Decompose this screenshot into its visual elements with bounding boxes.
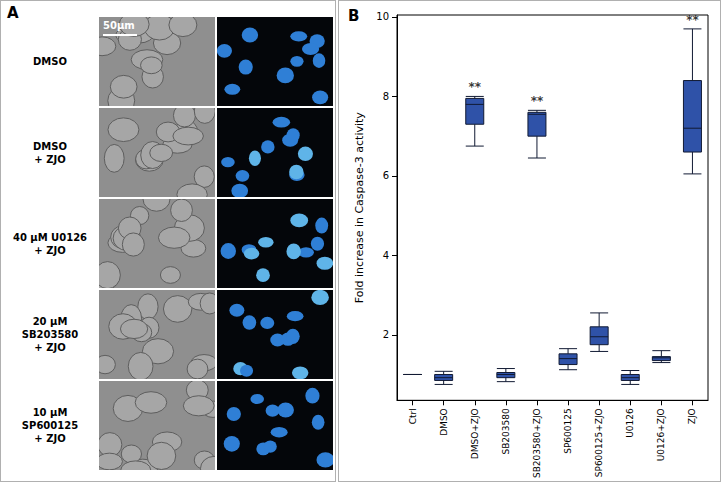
svg-text:B: B [348,7,359,25]
svg-text:DMSO+ZJO: DMSO+ZJO [470,408,480,459]
svg-text:**: ** [686,13,699,27]
svg-text:SP600125+ZJO: SP600125+ZJO [594,408,604,477]
svg-text:8: 8 [383,91,389,102]
html-text:40 μM U0126: 40 μM U0126 [12,231,88,243]
svg-text:**: ** [531,94,544,108]
svg-text:Ctrl: Ctrl [408,408,418,424]
svg-text:2: 2 [383,329,389,340]
svg-text:4: 4 [383,250,389,261]
html-text:+ ZJO: + ZJO [34,342,66,353]
svg-text:SP600125: SP600125 [563,408,573,454]
svg-text:DMSO: DMSO [439,408,449,436]
html-text:+ ZJO: + ZJO [34,433,66,444]
html-text:20 μM SB203580: 20 μM SB203580 [21,316,79,340]
html-text:10 μM SP600125: 10 μM SP600125 [21,407,79,431]
svg-text:SB203580: SB203580 [501,408,511,455]
svg-text:SB203580+ZJO: SB203580+ZJO [532,408,542,478]
svg-text:U0126+ZJO: U0126+ZJO [656,408,666,461]
html-text:A: A [7,4,19,22]
svg-text:U0126: U0126 [625,408,635,438]
html-text:50μm: 50μm [103,20,135,31]
html-text:+ ZJO: + ZJO [34,153,66,165]
html-text:DMSO: DMSO [33,56,67,67]
svg-text:10: 10 [376,11,389,22]
html-text:+ ZJO: + ZJO [34,244,66,256]
svg-text:6: 6 [383,170,389,181]
svg-text:**: ** [468,80,481,94]
svg-text:Fold increase in Caspase-3 act: Fold increase in Caspase-3 activity [353,112,366,303]
html-text:DMSO: DMSO [33,140,67,152]
svg-text:ZJO: ZJO [687,408,697,424]
